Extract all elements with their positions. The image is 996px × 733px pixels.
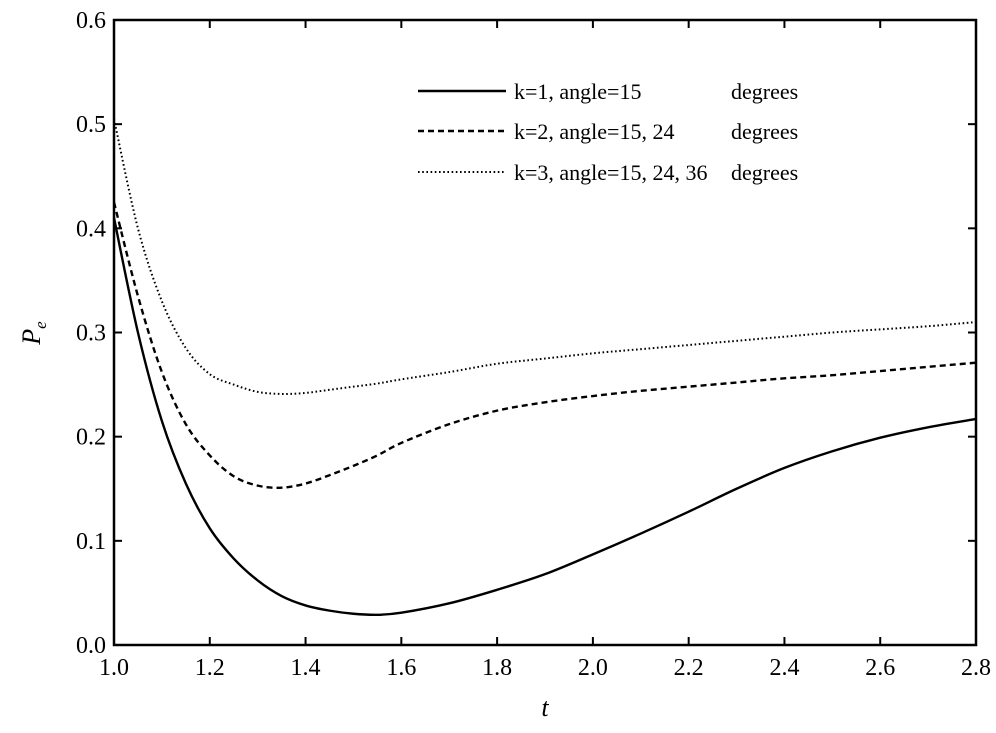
- x-tick-label: 2.2: [674, 655, 704, 681]
- plot-frame: [112, 18, 978, 647]
- y-tick-label: 0.6: [76, 8, 106, 34]
- legend-series-label: k=1, angle=15: [514, 79, 641, 104]
- legend-entry: k=2, angle=15, 24 degrees: [418, 119, 798, 144]
- y-axis-label-main: P: [17, 329, 46, 346]
- legend-series-label: k=2, angle=15, 24: [514, 119, 674, 144]
- x-tick-label: 1.2: [195, 655, 225, 681]
- legend-series-label: k=3, angle=15, 24, 36: [514, 160, 707, 185]
- y-tick-label: 0.2: [76, 425, 106, 451]
- series-layer: [112, 118, 977, 617]
- svg-text:Pe: Pe: [17, 321, 50, 346]
- y-tick-label: 0.0: [76, 633, 106, 659]
- x-axis-label: t: [541, 693, 549, 722]
- y-axis-ticks: 0.0 0.1 0.2 0.3 0.4 0.5 0.6: [76, 8, 976, 659]
- y-axis-label-subscript: e: [31, 321, 50, 329]
- legend: k=1, angle=15 degrees k=2, angle=15, 24 …: [418, 79, 798, 185]
- legend-unit-label: degrees: [731, 119, 798, 144]
- y-tick-label: 0.4: [76, 216, 106, 242]
- x-tick-label: 1.8: [482, 655, 512, 681]
- legend-entry: k=3, angle=15, 24, 36 degrees: [418, 160, 798, 185]
- x-axis-ticks: 1.0 1.2 1.4 1.6 1.8 2.0 2.2 2.4 2.6 2.8: [99, 20, 991, 681]
- x-tick-label: 2.6: [865, 655, 895, 681]
- y-tick-label: 0.5: [76, 112, 106, 138]
- legend-entry: k=1, angle=15 degrees: [418, 79, 798, 104]
- legend-unit-label: degrees: [731, 79, 798, 104]
- y-axis-label: Pe: [17, 321, 50, 346]
- series-line-dashed: [112, 201, 977, 489]
- x-tick-label: 2.4: [769, 655, 799, 681]
- x-tick-label: 1.0: [99, 655, 129, 681]
- y-tick-label: 0.3: [76, 321, 106, 347]
- series-line-solid: [112, 217, 977, 617]
- x-tick-label: 2.8: [961, 655, 991, 681]
- x-tick-label: 2.0: [578, 655, 608, 681]
- y-tick-label: 0.1: [76, 529, 106, 555]
- x-tick-label: 1.4: [291, 655, 321, 681]
- x-tick-label: 1.6: [386, 655, 416, 681]
- legend-unit-label: degrees: [731, 160, 798, 185]
